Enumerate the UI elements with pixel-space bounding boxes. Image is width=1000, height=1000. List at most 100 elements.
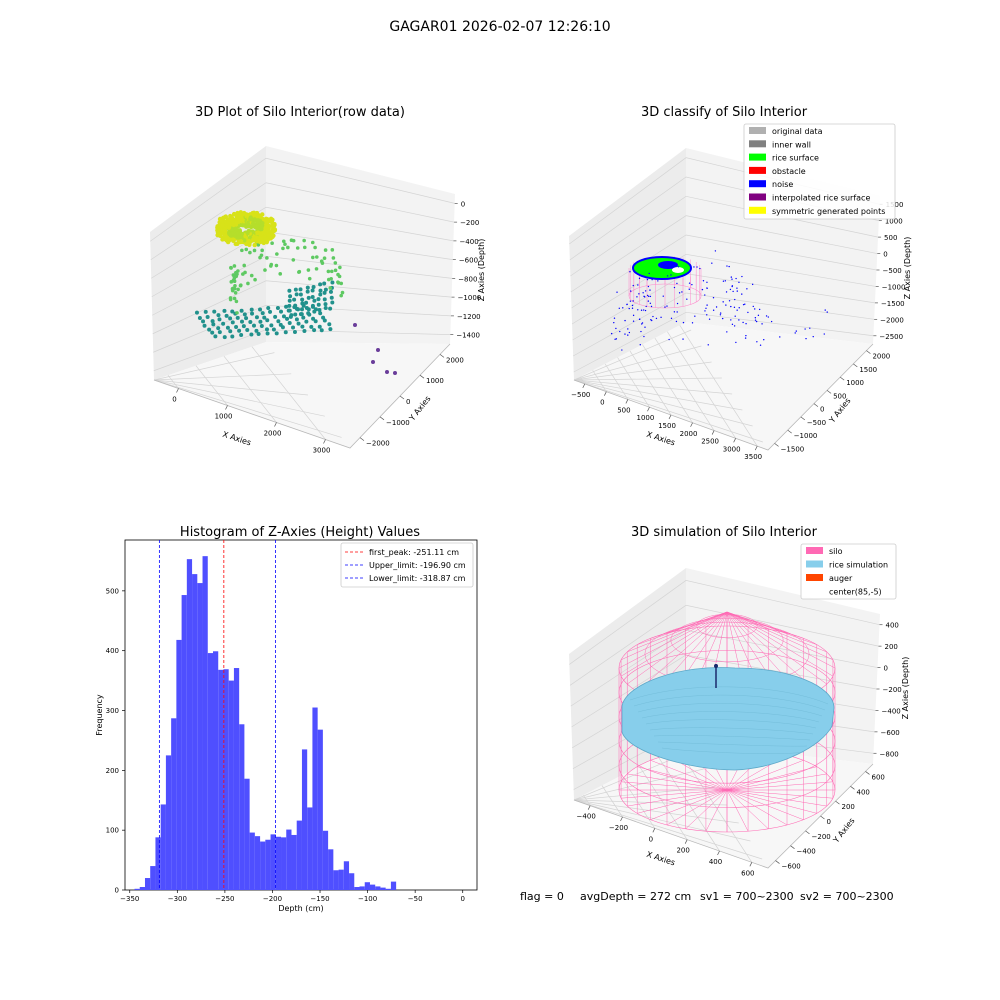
raw-point [283, 330, 288, 335]
classify-noise-point [736, 309, 738, 311]
classify-noise-point [651, 319, 653, 322]
histogram-legend: first_peak: -251.11 cm Upper_limit: -196.… [340, 542, 474, 588]
classify-noise-point [664, 306, 666, 308]
simulation-3d-xtick-label: −400 [577, 813, 596, 821]
raw-point [246, 281, 250, 286]
classify-noise-point [742, 303, 745, 306]
classify-3d-ytick-label: 500 [833, 392, 846, 400]
histogram-bar [390, 881, 397, 890]
classify-noise-point [722, 301, 724, 303]
raw-point [237, 328, 242, 333]
raw-point [230, 309, 235, 314]
rice-surface-mesh [633, 694, 826, 711]
raw-point [315, 255, 319, 259]
histogram-bar [239, 724, 245, 890]
classify-noise-point [696, 266, 698, 268]
classify-noise-point [638, 318, 641, 321]
histogram-bar [369, 884, 376, 890]
classify-noise-point [613, 321, 615, 324]
raw-point [245, 328, 250, 333]
raw-point [228, 316, 233, 321]
raw-point [289, 238, 294, 243]
simulation-3d-ytick-label: −200 [812, 833, 831, 841]
simulation-3d-floor-grid-y [573, 786, 716, 801]
raw-point [273, 314, 278, 319]
classify-3d-title: 3D classify of Silo Interior [641, 105, 808, 120]
panel-histogram: Histogram of Z-Axies (Height) Values −35… [95, 525, 478, 913]
raw-point [216, 326, 221, 331]
raw-point [229, 265, 233, 270]
classify-noise-point [736, 290, 738, 292]
raw-point [298, 312, 303, 317]
classify-noise-point [627, 334, 629, 336]
classify-3d-ytick-mark [866, 350, 871, 354]
raw-point [333, 261, 338, 265]
raw-point [270, 241, 274, 246]
classify-legend-label: symmetric generated points [772, 207, 885, 216]
raw-point [224, 313, 229, 318]
raw-point [291, 325, 296, 330]
classify-noise-point [738, 281, 740, 284]
classify-noise-point [671, 264, 674, 267]
classify-3d-floor-grid-x [617, 357, 650, 408]
raw-point [235, 311, 239, 315]
simulation-3d-zlabel: Z Axies (Depth) [901, 657, 910, 720]
classify-noise-point [632, 314, 635, 317]
raw-3d-xtick-mark [225, 405, 228, 410]
histogram-bar [270, 834, 276, 890]
silo-floor-spoke [627, 773, 728, 791]
raw-point [312, 298, 317, 303]
classify-3d-floor-grid-x [654, 337, 715, 431]
raw-3d-wall-grid-z [153, 304, 451, 353]
raw-point [251, 323, 256, 328]
rice-surface-mesh [637, 703, 823, 717]
raw-point [252, 213, 257, 218]
raw-point [328, 306, 333, 311]
silo-roof-spoke [726, 611, 827, 685]
classify-noise-point [626, 303, 628, 306]
silo-floor-spoke [726, 789, 833, 799]
classify-noise-point [707, 344, 709, 346]
raw-3d-back-pane [150, 146, 266, 380]
classify-noise-point [824, 309, 826, 311]
simulation-legend-label: auger [829, 574, 853, 583]
classify-3d-ytick-label: 1000 [846, 379, 864, 387]
raw-3d-ytick-label: −1000 [386, 419, 410, 427]
classify-noise-point [670, 274, 672, 276]
classify-wall-ring [628, 283, 702, 309]
classify-noise-point [730, 319, 732, 321]
classify-noise-point [706, 287, 708, 289]
raw-point [268, 309, 273, 314]
classify-noise-point [719, 312, 722, 314]
raw-3d-ztick-label: −400 [459, 238, 478, 246]
classify-noise-point [691, 283, 693, 286]
classify-3d-ztick-label: −2500 [879, 333, 903, 341]
raw-3d-floor-pane [154, 342, 450, 448]
raw-point [278, 272, 283, 276]
classify-noise-point [765, 315, 768, 317]
raw-point [318, 282, 323, 287]
simulation-3d-ytick-label: 400 [857, 788, 870, 796]
classify-noise-point [759, 344, 762, 346]
raw-point [233, 283, 237, 288]
classify-noise-point [615, 327, 617, 330]
classify-noise-point [688, 282, 691, 284]
classify-noise-point [675, 320, 678, 323]
raw-point [274, 331, 279, 336]
simulation-3d-xtick-label: 400 [709, 858, 722, 866]
raw-3d-ytick-mark [399, 395, 405, 400]
histogram-xtick-label: −150 [310, 895, 329, 903]
classify-noise-point [624, 333, 626, 335]
histogram-bar [171, 718, 177, 890]
raw-point [239, 333, 244, 338]
raw-point [219, 223, 225, 228]
histogram-bar [328, 849, 334, 890]
raw-point [319, 259, 324, 264]
raw-point [323, 287, 328, 292]
raw-point [293, 303, 298, 308]
raw-3d-floor-grid-y [153, 379, 325, 417]
raw-point [265, 219, 270, 224]
raw-point [260, 311, 265, 316]
simulation-legend: silo rice simulation auger center(85,-5) [800, 543, 897, 600]
raw-point [222, 308, 227, 313]
